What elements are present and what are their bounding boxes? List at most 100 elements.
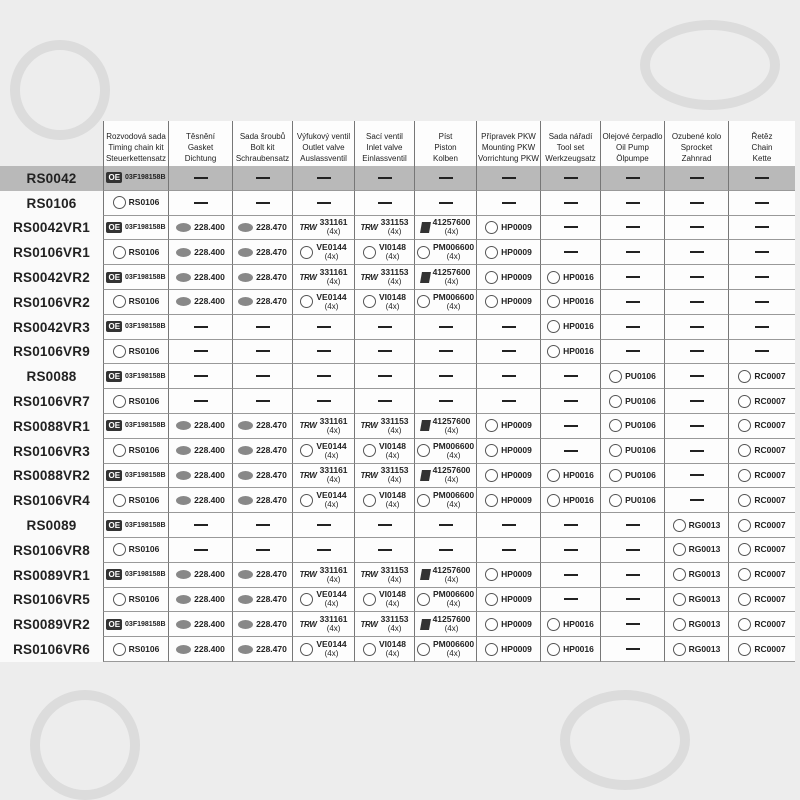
table-cell	[664, 314, 728, 340]
brand-icon	[112, 245, 126, 259]
table-cell: VE0144 (4x)	[292, 438, 354, 464]
brand-icon	[738, 493, 752, 507]
table-cell: HP0009	[476, 290, 540, 315]
table-cell: OE 03F198158B	[103, 215, 168, 241]
table-cell: OE 03F198158B	[103, 414, 168, 439]
column-header: Sada šroubů Bolt kit Schraubensatz	[232, 121, 292, 166]
part-block: 41257600 (4x)	[433, 615, 471, 634]
background-sticker	[560, 690, 690, 790]
dash	[689, 226, 704, 229]
brand-icon	[485, 444, 499, 458]
table-cell	[232, 166, 292, 191]
part-block: 331161 (4x)	[320, 268, 348, 287]
table-cell	[168, 538, 232, 563]
table-cell: 228.470	[232, 290, 292, 315]
part-block: 228.400	[194, 272, 225, 282]
brand-icon	[485, 642, 499, 656]
brand-icon	[238, 297, 254, 307]
table-cell	[292, 513, 354, 538]
table-cell: 228.400	[168, 488, 232, 514]
part-block: VE0144 (4x)	[316, 292, 346, 311]
header-line: Řetěz	[751, 132, 773, 141]
brand-icon	[416, 245, 430, 259]
part-number: RS0106	[128, 494, 160, 505]
part-block: 331161 (4x)	[320, 565, 348, 584]
brand-icon	[485, 617, 499, 631]
part-number: HP0016	[563, 296, 594, 307]
table-cell	[414, 190, 476, 216]
part-block: HP0016	[563, 272, 594, 282]
part-block: HP0016	[563, 619, 594, 629]
part-block: 03F198158B	[125, 273, 165, 282]
table-cell: RG0013	[664, 562, 728, 588]
quantity: (4x)	[326, 277, 341, 287]
part-block: 228.470	[256, 619, 287, 629]
brand-icon	[672, 518, 686, 532]
brand-icon	[238, 619, 254, 629]
dash	[755, 251, 769, 254]
table-cell: 228.470	[232, 562, 292, 588]
dash	[689, 276, 704, 279]
brand-icon	[238, 470, 254, 480]
part-number: PM006600	[432, 291, 475, 302]
table-cell: TRW 331153 (4x)	[354, 414, 414, 439]
part-number: PU0106	[625, 445, 656, 456]
part-number: VE0144	[316, 242, 347, 253]
brand-icon	[238, 644, 254, 654]
brand-icon	[672, 592, 686, 606]
table-cell	[728, 215, 795, 241]
row-name: RS0088VR1	[0, 414, 103, 439]
row-name: RS0042VR3	[0, 314, 103, 340]
brand-icon	[547, 295, 561, 309]
header-line: Rozvodová sada	[106, 132, 166, 141]
brand-icon	[238, 570, 254, 580]
table-cell	[600, 314, 664, 340]
part-block: 41257600 (4x)	[433, 268, 471, 287]
table-cell: TRW 331153 (4x)	[354, 463, 414, 489]
dash	[689, 325, 704, 328]
quantity: (4x)	[446, 252, 461, 262]
brand-icon	[738, 468, 752, 482]
part-number: 331153	[380, 267, 409, 278]
brand-badge: OE	[106, 271, 123, 283]
part-block: RC0007	[754, 570, 785, 579]
dash	[377, 375, 392, 378]
part-block: PM006600 (4x)	[433, 243, 474, 262]
part-number: PM006600	[432, 589, 475, 600]
table-cell	[600, 190, 664, 216]
part-block: 228.400	[194, 446, 225, 455]
column-header: Řetěz Chain Kette	[728, 121, 795, 166]
quantity: (4x)	[444, 475, 459, 485]
part-number: VI0148	[379, 440, 406, 451]
table-cell: TRW 331161 (4x)	[292, 612, 354, 638]
brand-icon	[547, 344, 561, 358]
part-number: PM006600	[432, 490, 475, 501]
table-cell: OE 03F198158B	[103, 513, 168, 538]
table-cell: VI0148 (4x)	[354, 587, 414, 613]
quantity: (4x)	[387, 425, 402, 435]
table-cell: 228.470	[232, 240, 292, 266]
brand-logo: TRW	[299, 470, 317, 480]
brand-icon	[738, 518, 752, 532]
part-block: HP0009	[501, 272, 532, 282]
brand-badge: OE	[106, 569, 123, 581]
dash	[438, 375, 453, 378]
table-cell: 41257600 (4x)	[414, 463, 476, 489]
table-cell: RG0013	[664, 513, 728, 538]
part-block: RC0007	[754, 446, 785, 455]
table-cell	[414, 513, 476, 538]
table-cell: PM006600 (4x)	[414, 240, 476, 266]
row-name: RS0106VR1	[0, 240, 103, 266]
brand-icon	[738, 444, 752, 458]
header-line: Piston	[434, 143, 457, 152]
dash	[689, 424, 704, 427]
part-number: RC0007	[754, 618, 786, 629]
table-cell: OE 03F198158B	[103, 166, 168, 191]
part-block: PU0106	[625, 421, 656, 430]
dash	[255, 524, 270, 527]
dash	[625, 251, 640, 254]
row-name: RS0106VR2	[0, 290, 103, 315]
table-cell: HP0016	[540, 290, 600, 315]
table-cell	[354, 190, 414, 216]
dash	[625, 325, 640, 328]
